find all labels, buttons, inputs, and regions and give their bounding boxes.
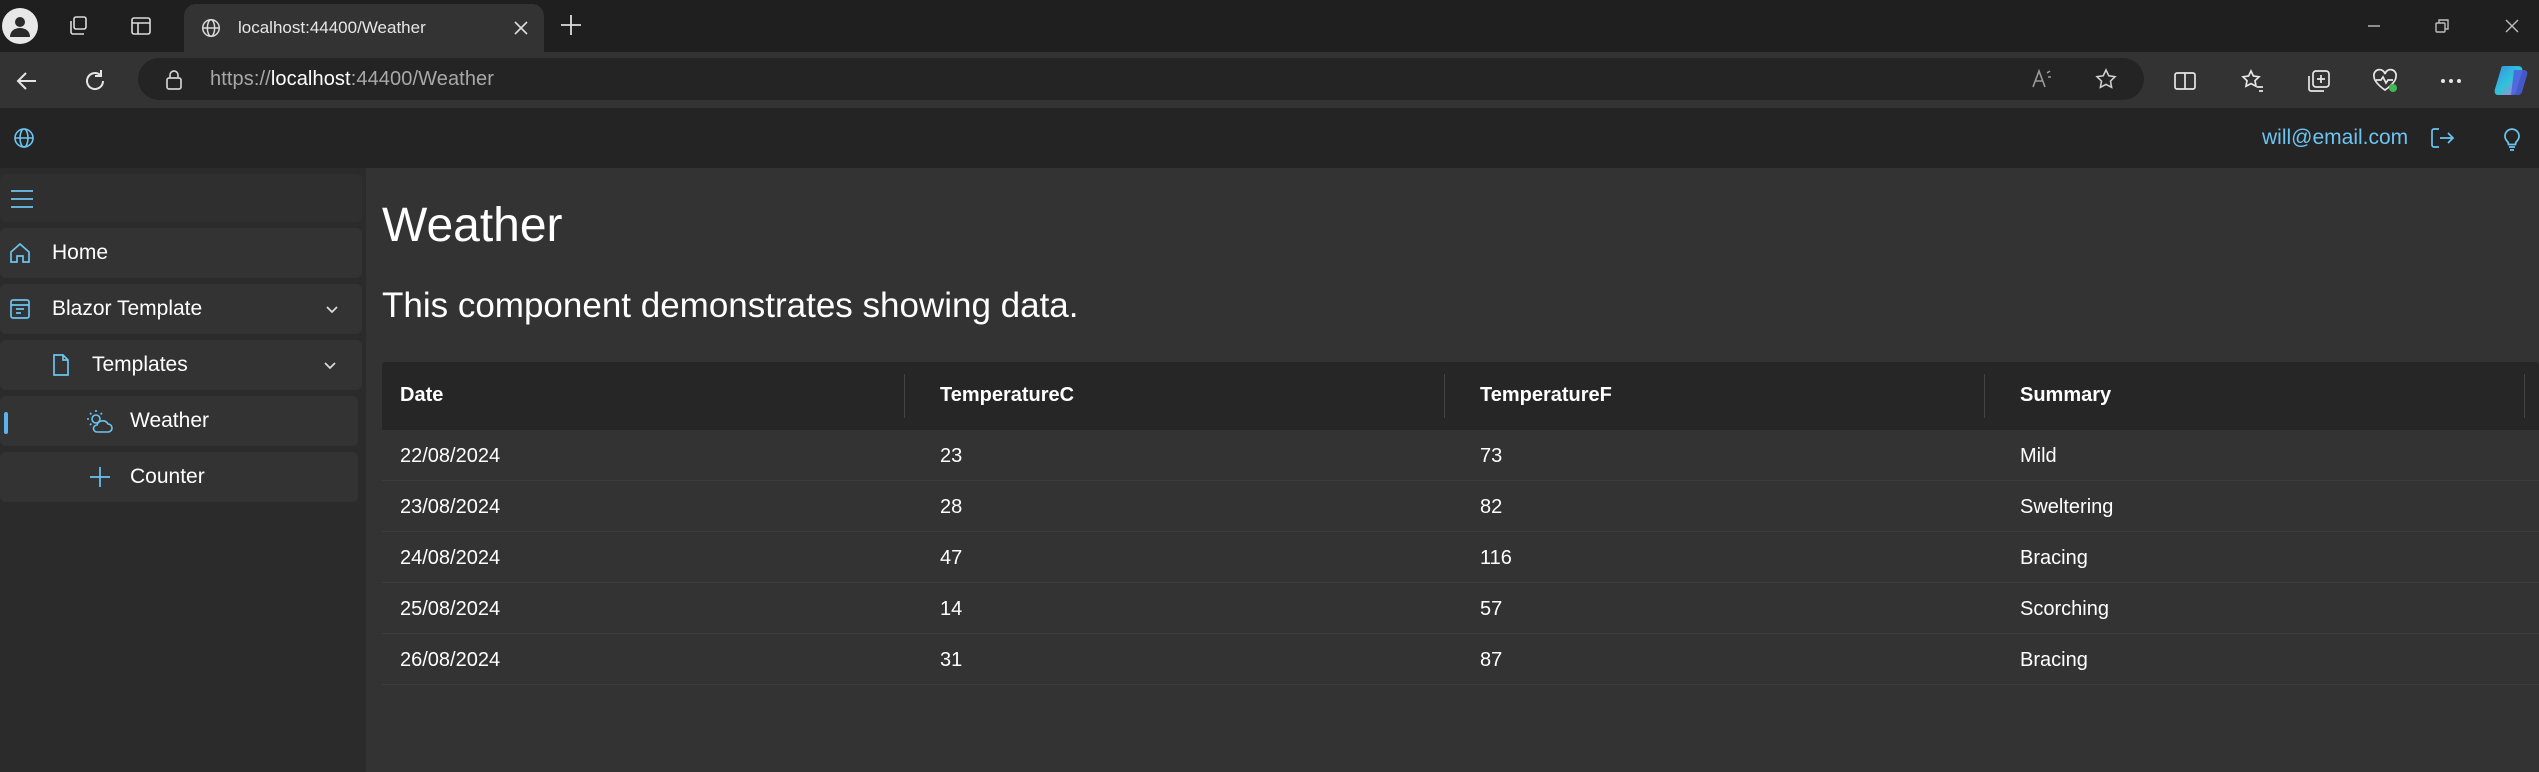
column-header-temperature-f[interactable]: TemperatureF bbox=[1480, 384, 1612, 406]
new-tab-icon[interactable] bbox=[558, 12, 584, 38]
tab-title: localhost:44400/Weather bbox=[238, 18, 426, 37]
workspaces-icon[interactable] bbox=[62, 10, 96, 42]
weather-partly-cloudy-icon bbox=[87, 410, 113, 433]
grid-header-row: Date TemperatureC TemperatureF Summary bbox=[382, 362, 2539, 430]
cell-temperature-f: 87 bbox=[1480, 649, 1503, 671]
cell-temperature-f: 57 bbox=[1480, 598, 1503, 620]
table-row: 22/08/2024 23 73 Mild bbox=[382, 430, 2539, 481]
sidebar-item-label: Weather bbox=[130, 409, 209, 432]
column-divider[interactable] bbox=[2524, 374, 2525, 418]
chevron-down-icon[interactable] bbox=[324, 301, 340, 317]
browser-essentials-icon[interactable] bbox=[2368, 64, 2402, 98]
read-aloud-icon[interactable] bbox=[2030, 67, 2054, 91]
restore-icon[interactable] bbox=[2422, 12, 2462, 40]
app-header: will@email.com bbox=[0, 108, 2539, 168]
collections-icon[interactable] bbox=[2302, 64, 2336, 98]
browser-tab-active[interactable]: localhost:44400/Weather bbox=[184, 4, 544, 52]
cell-summary: Sweltering bbox=[2020, 496, 2114, 518]
cell-summary: Bracing bbox=[2020, 547, 2088, 569]
url-text[interactable]: https://localhost:44400/Weather bbox=[210, 68, 495, 90]
favorite-star-icon[interactable] bbox=[2094, 67, 2118, 91]
column-divider[interactable] bbox=[1984, 374, 1985, 418]
cell-date: 23/08/2024 bbox=[400, 496, 501, 518]
sidebar-item-templates[interactable]: Templates bbox=[0, 340, 362, 390]
main-content: Weather This component demonstrates show… bbox=[366, 168, 2539, 772]
document-icon bbox=[53, 354, 69, 376]
cell-date: 24/08/2024 bbox=[400, 547, 501, 569]
cell-temperature-f: 116 bbox=[1480, 547, 1512, 569]
page-title: Weather bbox=[382, 199, 563, 252]
back-arrow-icon[interactable] bbox=[10, 64, 44, 98]
sidebar-menu-toggle[interactable] bbox=[0, 174, 362, 222]
cell-temperature-c: 47 bbox=[940, 547, 963, 569]
weather-data-grid: Date TemperatureC TemperatureF Summary 2… bbox=[382, 362, 2539, 685]
lock-icon[interactable] bbox=[164, 69, 184, 91]
cell-temperature-f: 73 bbox=[1480, 445, 1503, 467]
copilot-icon[interactable] bbox=[2492, 60, 2532, 100]
cell-temperature-c: 28 bbox=[940, 496, 963, 518]
sidebar-nav: Home Blazor Template Templates Weather C… bbox=[0, 168, 366, 772]
more-options-icon[interactable] bbox=[2434, 64, 2468, 98]
sidebar-item-label: Counter bbox=[130, 465, 205, 488]
cell-summary: Bracing bbox=[2020, 649, 2088, 671]
sidebar-item-label: Home bbox=[52, 241, 109, 264]
cell-temperature-c: 23 bbox=[940, 445, 963, 467]
cell-date: 25/08/2024 bbox=[400, 598, 501, 620]
home-icon bbox=[10, 242, 30, 263]
column-divider[interactable] bbox=[1444, 374, 1445, 418]
split-screen-icon[interactable] bbox=[2168, 64, 2202, 98]
address-bar[interactable]: https://localhost:44400/Weather bbox=[138, 58, 2144, 100]
table-row: 26/08/2024 31 87 Bracing bbox=[382, 634, 2539, 685]
app-window-icon bbox=[10, 299, 30, 319]
tab-close-icon[interactable] bbox=[512, 19, 530, 37]
plus-icon bbox=[90, 467, 110, 487]
page-subtitle: This component demonstrates showing data… bbox=[382, 286, 1079, 325]
profile-avatar-icon[interactable] bbox=[2, 8, 38, 44]
browser-tab-strip: localhost:44400/Weather bbox=[0, 0, 2539, 52]
table-row: 23/08/2024 28 82 Sweltering bbox=[382, 481, 2539, 532]
column-header-summary[interactable]: Summary bbox=[2020, 384, 2112, 406]
user-email-link[interactable]: will@email.com bbox=[2262, 126, 2409, 149]
hamburger-menu-icon[interactable] bbox=[10, 188, 34, 210]
sidebar-item-home[interactable]: Home bbox=[0, 228, 362, 278]
refresh-icon[interactable] bbox=[78, 64, 112, 98]
active-indicator bbox=[4, 412, 8, 434]
favorites-icon[interactable] bbox=[2236, 64, 2270, 98]
cell-temperature-f: 82 bbox=[1480, 496, 1503, 518]
sidebar-item-label: Templates bbox=[92, 353, 188, 376]
column-header-date[interactable]: Date bbox=[400, 384, 444, 406]
cell-date: 22/08/2024 bbox=[400, 445, 501, 467]
table-row: 25/08/2024 14 57 Scorching bbox=[382, 583, 2539, 634]
sidebar-item-blazor-template[interactable]: Blazor Template bbox=[0, 284, 362, 334]
vertical-tabs-icon[interactable] bbox=[124, 10, 158, 42]
cell-temperature-c: 31 bbox=[940, 649, 963, 671]
cell-temperature-c: 14 bbox=[940, 598, 963, 620]
column-header-temperature-c[interactable]: TemperatureC bbox=[940, 384, 1075, 406]
cell-date: 26/08/2024 bbox=[400, 649, 501, 671]
table-row: 24/08/2024 47 116 Bracing bbox=[382, 532, 2539, 583]
sign-out-icon[interactable] bbox=[2428, 125, 2456, 151]
chevron-down-icon[interactable] bbox=[322, 357, 338, 373]
sidebar-item-weather[interactable]: Weather bbox=[0, 396, 358, 446]
minimize-icon[interactable] bbox=[2354, 12, 2394, 40]
close-window-icon[interactable] bbox=[2492, 12, 2532, 40]
cell-summary: Scorching bbox=[2020, 598, 2109, 620]
lightbulb-icon[interactable] bbox=[2500, 124, 2524, 152]
column-divider[interactable] bbox=[904, 374, 905, 418]
sidebar-item-counter[interactable]: Counter bbox=[0, 452, 358, 502]
cell-summary: Mild bbox=[2020, 445, 2057, 467]
sidebar-item-label: Blazor Template bbox=[52, 297, 203, 320]
globe-icon[interactable] bbox=[12, 126, 36, 150]
browser-toolbar: https://localhost:44400/Weather bbox=[0, 52, 2539, 108]
tab-globe-icon bbox=[202, 19, 220, 37]
